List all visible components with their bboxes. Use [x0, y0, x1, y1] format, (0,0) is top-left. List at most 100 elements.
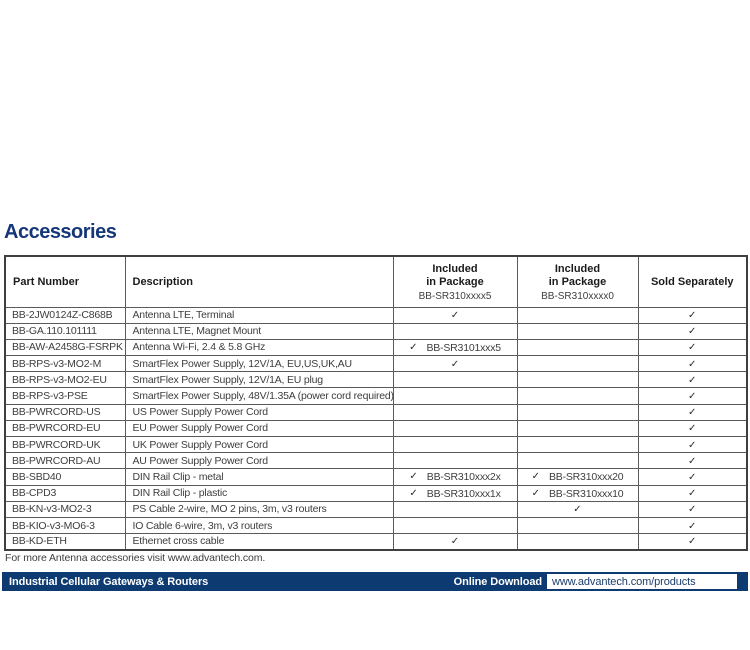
check-group: ✓ BB-SR310xxx1x	[409, 488, 500, 500]
check-group: ✓	[688, 455, 697, 467]
check-icon: ✓	[688, 455, 697, 467]
part-number-cell: BB-RPS-v3-MO2-M	[4, 355, 126, 373]
check-group: ✓	[451, 311, 459, 321]
pkg0-cell: ✓	[516, 500, 639, 518]
check-icon: ✓	[531, 471, 540, 483]
check-group: ✓	[688, 489, 696, 499]
pkg5-cell: ✓ BB-SR310xxx2x	[392, 468, 518, 486]
table-row: BB-KN-v3-MO2-3 PS Cable 2-wire, MO 2 pins…	[4, 500, 748, 518]
check-group: ✓	[688, 358, 697, 370]
pkg0-cell	[516, 516, 639, 535]
included-label-line1: Included	[432, 262, 478, 275]
description-cell: SmartFlex Power Supply, 48V/1.35A (power…	[124, 387, 394, 405]
pkg5-cell	[392, 403, 518, 421]
col-header-description: Description	[124, 255, 394, 308]
description-cell: Ethernet cross cable	[124, 533, 394, 551]
package-model-xxxx5-label: BB-SR310xxxx5	[418, 290, 492, 302]
table-row: BB-SBD40 DIN Rail Clip - metal ✓ BB-SR310xx…	[4, 468, 748, 486]
table-row: BB-KIO-v3-MO6-3 IO Cable 6-wire, 3m, v3 r…	[4, 516, 748, 535]
pkg0-cell	[516, 338, 639, 357]
product-line-label: Industrial Cellular Gateways & Routers	[9, 575, 209, 588]
check-icon: ✓	[573, 504, 582, 516]
check-group: ✓	[688, 472, 696, 483]
sold-cell: ✓	[637, 533, 748, 551]
check-icon: ✓	[688, 504, 697, 516]
table-row: BB-AW-A2458G-FSRPK Antenna Wi-Fi, 2.4 & 5…	[4, 338, 748, 357]
check-icon: ✓	[450, 310, 460, 322]
pkg0-cell	[516, 419, 639, 438]
description-cell: IO Cable 6-wire, 3m, v3 routers	[124, 516, 394, 535]
pkg5-cell	[392, 387, 518, 405]
part-number-cell: BB-GA.110.101111	[4, 322, 126, 340]
pkg0-cell	[516, 306, 639, 324]
check-icon: ✓	[688, 407, 697, 419]
package-variant-label: BB-SR3101xxx5	[426, 341, 501, 354]
pkg5-cell: ✓	[392, 533, 518, 551]
sold-cell: ✓	[637, 306, 748, 324]
check-icon: ✓	[409, 471, 418, 483]
description-cell: US Power Supply Power Cord	[124, 403, 394, 421]
col-header-sold-separately: Sold Separately	[637, 255, 748, 308]
included-label-line2: in Package	[548, 275, 607, 288]
online-download-label: Online Download	[453, 575, 542, 588]
check-icon: ✓	[450, 536, 460, 548]
check-group: ✓	[688, 374, 697, 386]
pkg0-cell	[516, 355, 639, 373]
check-group: ✓	[573, 505, 581, 515]
sold-cell: ✓	[637, 435, 748, 454]
check-group: ✓	[688, 327, 696, 337]
pkg0-cell	[516, 403, 639, 421]
check-icon: ✓	[531, 487, 540, 499]
check-icon: ✓	[688, 358, 697, 370]
col-header-part-number: Part Number	[4, 255, 126, 308]
part-number-cell: BB-SBD40	[4, 468, 126, 486]
pkg5-cell: ✓	[392, 355, 518, 373]
description-cell: UK Power Supply Power Cord	[124, 435, 394, 454]
pkg0-cell	[516, 452, 639, 470]
part-number-cell: BB-PWRCORD-EU	[4, 419, 126, 438]
sold-cell: ✓	[637, 516, 748, 535]
pkg0-cell: ✓ BB-SR310xxx20	[516, 468, 639, 486]
table-row: BB-CPD3 DIN Rail Clip - plastic ✓ BB-SR310x…	[4, 484, 748, 502]
part-number-cell: BB-KIO-v3-MO6-3	[4, 516, 126, 535]
pkg5-cell	[392, 452, 518, 470]
part-number-cell: BB-KN-v3-MO2-3	[4, 500, 126, 518]
package-variant-label: BB-SR310xxx20	[548, 471, 624, 484]
download-url: www.advantech.com/products	[552, 575, 696, 588]
check-icon: ✓	[688, 374, 697, 386]
footer-bar: Industrial Cellular Gateways & Routers O…	[2, 572, 748, 591]
description-cell: DIN Rail Clip - metal	[124, 468, 394, 486]
table-row: BB-2JW0124Z-C868B Antenna LTE, Terminal ✓ ✓	[4, 306, 748, 324]
check-icon: ✓	[688, 488, 697, 500]
table-row: BB-RPS-v3-MO2-EU SmartFlex Power Supply, …	[4, 371, 748, 389]
check-icon: ✓	[450, 358, 460, 370]
pkg5-cell: ✓ BB-SR3101xxx5	[392, 338, 518, 357]
table-row: BB-PWRCORD-US US Power Supply Power Cord ✓	[4, 403, 748, 421]
included-label-line1: Included	[554, 262, 601, 275]
check-icon: ✓	[688, 423, 697, 435]
check-group: ✓	[450, 358, 460, 370]
sold-cell: ✓	[637, 338, 748, 357]
part-number-cell: BB-PWRCORD-UK	[4, 435, 126, 454]
description-cell: Antenna LTE, Terminal	[124, 306, 394, 324]
sold-cell: ✓	[637, 387, 748, 405]
check-group: ✓	[688, 440, 696, 451]
pkg5-cell	[392, 322, 518, 340]
sold-cell: ✓	[637, 403, 748, 421]
check-group: ✓	[688, 537, 696, 547]
sold-cell: ✓	[637, 322, 748, 340]
part-number-cell: BB-KD-ETH	[4, 533, 126, 551]
description-cell: PS Cable 2-wire, MO 2 pins, 3m, v3 route…	[124, 500, 394, 518]
description-cell: SmartFlex Power Supply, 12V/1A, EU,US,UK…	[124, 355, 394, 373]
check-icon: ✓	[688, 391, 697, 403]
pkg5-cell: ✓	[392, 306, 518, 324]
table-row: BB-GA.110.101111 Antenna LTE, Magnet Moun…	[4, 322, 748, 340]
table-row: BB-PWRCORD-AU AU Power Supply Power Cord ✓	[4, 452, 748, 470]
part-number-cell: BB-RPS-v3-PSE	[4, 387, 126, 405]
accessories-table: Part Number Description Included in Pack…	[4, 255, 748, 551]
check-group: ✓ BB-SR310xxx10	[532, 488, 624, 500]
description-cell: SmartFlex Power Supply, 12V/1A, EU plug	[124, 371, 394, 389]
table-row: BB-RPS-v3-PSE SmartFlex Power Supply, 48V…	[4, 387, 748, 405]
table-row: BB-PWRCORD-EU EU Power Supply Power Cord ✓	[4, 419, 748, 438]
part-number-cell: BB-CPD3	[4, 484, 126, 502]
